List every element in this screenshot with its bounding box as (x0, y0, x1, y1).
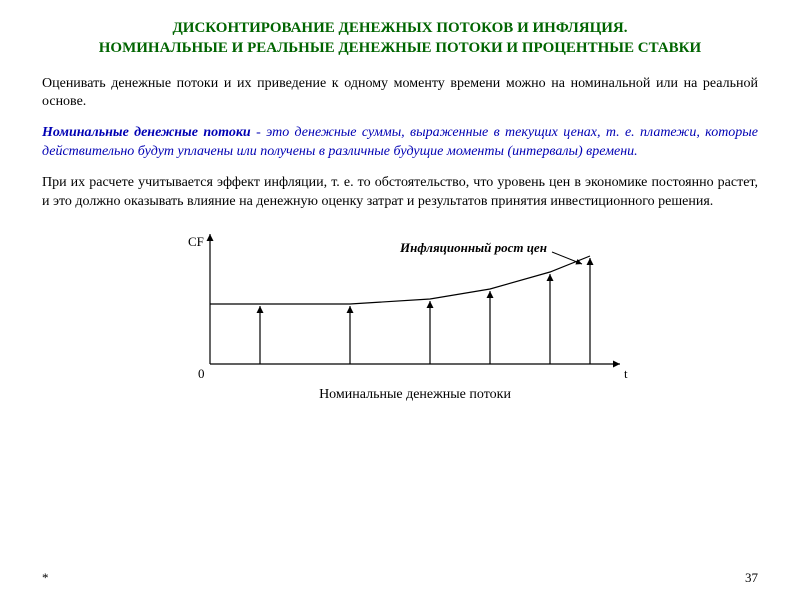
definition-paragraph: Номинальные денежные потоки - это денежн… (42, 124, 758, 162)
svg-text:Номинальные денежные потоки: Номинальные денежные потоки (319, 387, 511, 402)
definition-term: Номинальные денежные потоки (42, 125, 251, 140)
page-number: 37 (745, 570, 758, 586)
paragraph-2: При их расчете учитывается эффект инфляц… (42, 174, 758, 212)
cashflow-chart: CF t 0 Инфляционный рост цен Номинальные ден… (150, 224, 650, 414)
paragraph-1: Оценивать денежные потоки и их приведени… (42, 75, 758, 113)
svg-text:CF: CF (188, 234, 204, 249)
title-line-2: НОМИНАЛЬНЫЕ И РЕАЛЬНЫЕ ДЕНЕЖНЫЕ ПОТОКИ И… (99, 40, 701, 56)
svg-text:Инфляционный рост цен: Инфляционный рост цен (399, 240, 547, 255)
chart-svg: CF t 0 Инфляционный рост цен Номинальные ден… (150, 224, 650, 414)
svg-text:0: 0 (198, 366, 205, 381)
svg-text:t: t (624, 366, 628, 381)
page-title: ДИСКОНТИРОВАНИЕ ДЕНЕЖНЫХ ПОТОКОВ И ИНФЛЯ… (42, 18, 758, 59)
footer-left: * (42, 570, 49, 586)
title-line-1: ДИСКОНТИРОВАНИЕ ДЕНЕЖНЫХ ПОТОКОВ И ИНФЛЯ… (172, 20, 627, 36)
